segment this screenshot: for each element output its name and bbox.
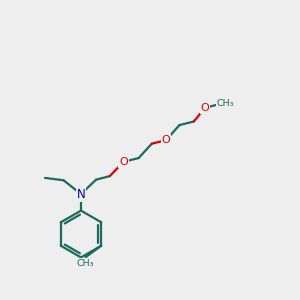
Text: CH₃: CH₃ — [76, 259, 94, 268]
Text: CH₃: CH₃ — [217, 99, 234, 108]
Text: O: O — [119, 157, 128, 167]
Text: O: O — [201, 103, 210, 113]
Text: O: O — [162, 135, 171, 145]
Text: N: N — [76, 188, 85, 201]
